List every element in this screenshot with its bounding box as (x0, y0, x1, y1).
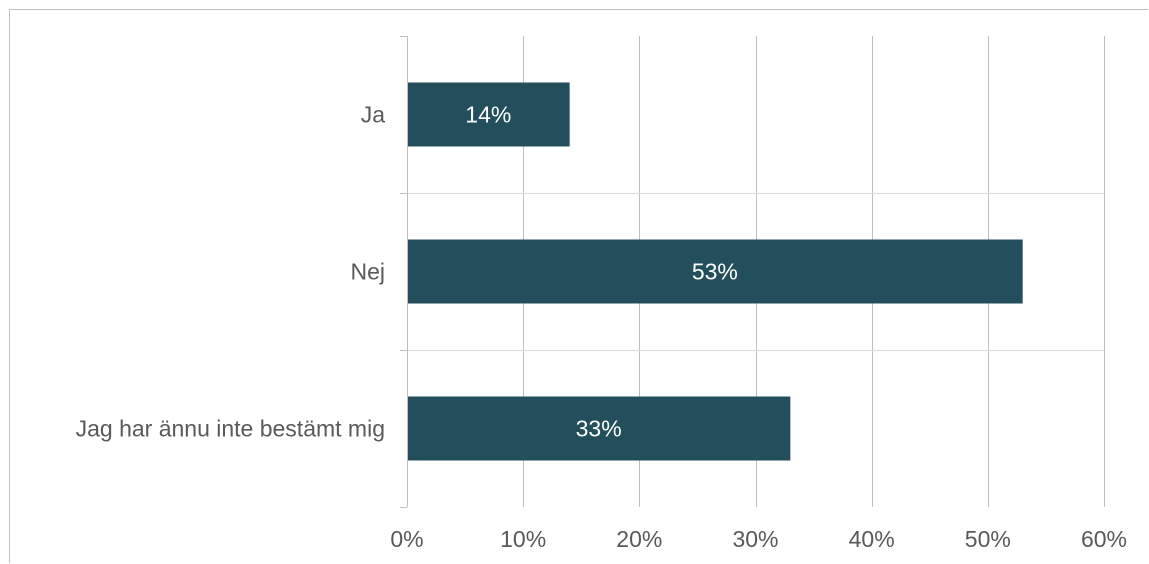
x-tick-label: 40% (849, 526, 895, 552)
x-tick-label: 0% (390, 526, 423, 552)
x-tick-label: 20% (616, 526, 662, 552)
chart-frame (9, 9, 1148, 563)
bars: 14% 53% 33% (408, 82, 1023, 461)
x-tick-label: 50% (965, 526, 1011, 552)
category-label: Nej (350, 259, 385, 285)
x-tick-labels: 0% 10% 20% 30% 40% 50% 60% (390, 526, 1127, 552)
x-tick-label: 60% (1081, 526, 1127, 552)
bar (408, 239, 1023, 304)
category-label: Ja (361, 102, 386, 128)
x-tick-label: 10% (500, 526, 546, 552)
data-label: 53% (692, 259, 738, 285)
data-label: 14% (465, 102, 511, 128)
bar (408, 82, 570, 147)
data-label: 33% (576, 416, 622, 442)
x-tick-label: 30% (732, 526, 778, 552)
category-labels: Ja Nej Jag har ännu inte bestämt mig (76, 102, 386, 442)
bar (408, 396, 791, 461)
category-label: Jag har ännu inte bestämt mig (76, 416, 385, 442)
